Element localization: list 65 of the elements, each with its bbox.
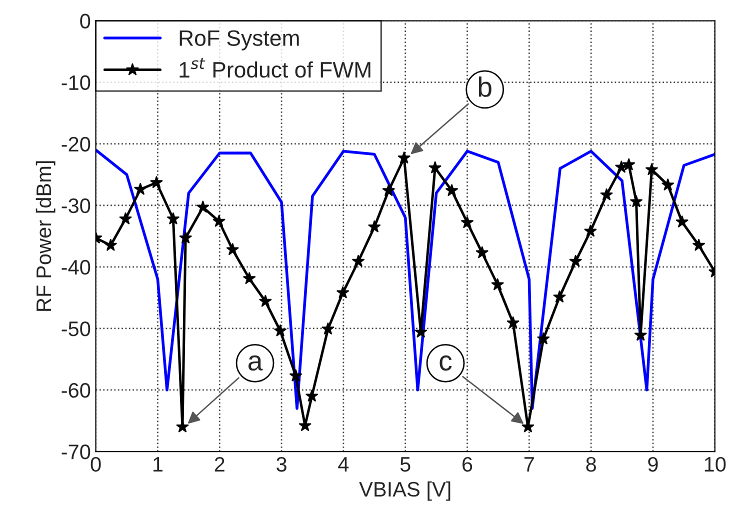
point xyxy=(428,161,442,174)
point xyxy=(645,162,658,176)
point xyxy=(179,231,192,244)
x-tick-label: 4 xyxy=(338,457,349,472)
point xyxy=(242,272,256,284)
point xyxy=(622,158,636,170)
point xyxy=(460,216,474,228)
point xyxy=(661,178,674,191)
y-tick-label: -50 xyxy=(62,321,90,336)
point xyxy=(226,242,240,256)
x-axis-title: VBIAS [V] xyxy=(359,481,450,501)
point xyxy=(289,369,302,382)
point xyxy=(630,194,643,208)
point xyxy=(382,184,396,196)
point xyxy=(692,238,706,251)
x-tick-label: 10 xyxy=(704,456,726,472)
x-tick-label: 3 xyxy=(276,456,286,472)
point xyxy=(553,290,566,303)
annotation: c xyxy=(440,355,452,371)
x-tick-label: 6 xyxy=(462,456,472,472)
y-tick-label: -70 xyxy=(62,444,90,460)
legend-label: RoF System xyxy=(180,30,299,50)
point xyxy=(352,254,365,267)
point xyxy=(119,212,132,224)
point xyxy=(398,151,411,164)
point xyxy=(305,389,318,402)
point xyxy=(166,212,180,224)
point xyxy=(614,160,628,173)
y-tick-label: -20 xyxy=(62,136,90,152)
point xyxy=(600,188,614,200)
point xyxy=(322,322,334,335)
point xyxy=(584,224,597,237)
point xyxy=(506,316,520,328)
annotation: b xyxy=(478,76,492,97)
x-tick-label: 5 xyxy=(400,457,410,472)
point xyxy=(536,332,550,344)
y-tick-label: 0 xyxy=(80,14,90,29)
point xyxy=(134,182,147,195)
point xyxy=(212,214,226,227)
x-tick-label: 9 xyxy=(648,456,658,472)
y-tick-label: -10 xyxy=(62,75,90,90)
y-tick-label: -40 xyxy=(62,260,90,275)
point xyxy=(476,246,489,258)
y-tick-label: -60 xyxy=(62,382,90,398)
point xyxy=(298,418,312,432)
point xyxy=(274,324,287,336)
x-tick-label: 7 xyxy=(524,457,534,472)
point xyxy=(104,238,118,251)
annotation: a xyxy=(248,355,263,371)
point xyxy=(196,200,210,213)
y-tick-label: -30 xyxy=(62,198,90,214)
x-tick-label: 8 xyxy=(586,456,596,472)
point xyxy=(445,184,458,196)
point xyxy=(150,176,163,188)
point xyxy=(569,254,582,267)
legend-label: 1$^{st}$ Product of FWM xyxy=(180,58,370,78)
point xyxy=(258,294,272,307)
point xyxy=(491,278,504,290)
x-tick-label: 2 xyxy=(214,456,224,472)
point xyxy=(336,286,350,298)
x-tick-label: 1 xyxy=(154,457,162,472)
point xyxy=(368,220,381,232)
x-tick-label: 0 xyxy=(90,456,101,472)
y-axis-title: RF Power [dBm] xyxy=(36,161,56,311)
point xyxy=(676,215,689,228)
